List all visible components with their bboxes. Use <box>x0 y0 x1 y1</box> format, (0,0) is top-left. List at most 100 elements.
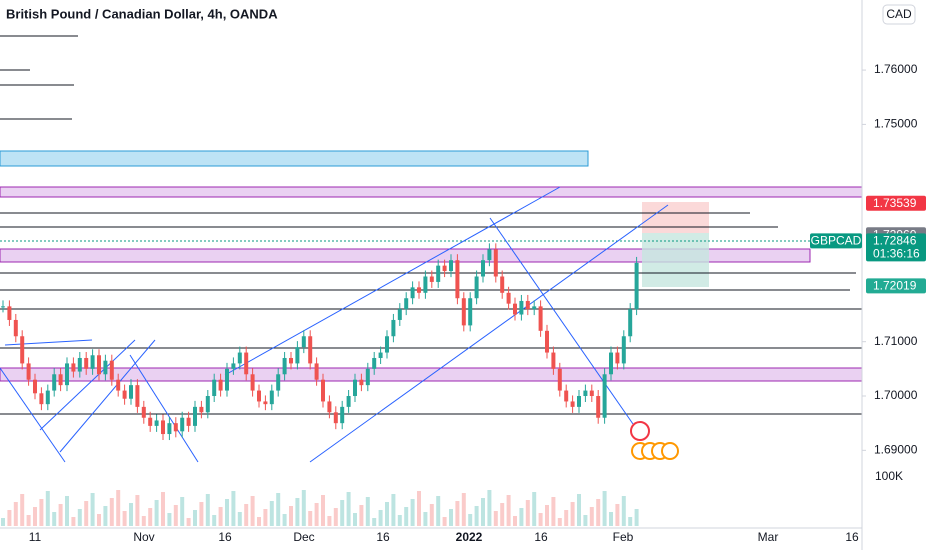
price-label: 1.72846 <box>873 234 917 248</box>
y-tick-label: 1.69000 <box>874 443 918 457</box>
volume-bar <box>71 517 76 526</box>
candle <box>410 287 415 299</box>
candle <box>161 420 165 435</box>
volume-bar <box>602 491 607 526</box>
volume-bar <box>468 514 473 526</box>
events <box>630 421 679 460</box>
volume-bar <box>615 504 620 526</box>
volume-bar <box>442 517 447 526</box>
candle <box>321 379 325 402</box>
candle <box>532 306 537 310</box>
volume-bar <box>506 495 511 526</box>
candle <box>237 352 242 364</box>
candle <box>602 374 607 418</box>
volume-bar <box>449 509 453 526</box>
candle <box>26 363 31 380</box>
candle <box>589 390 594 397</box>
volume-bar <box>545 505 549 526</box>
candle <box>116 379 121 391</box>
candle <box>340 406 345 424</box>
candle <box>263 401 268 405</box>
candle <box>397 309 402 320</box>
candle <box>564 390 569 402</box>
volume-bar <box>77 509 82 526</box>
volume-bar <box>429 504 434 526</box>
price-label-box <box>866 233 926 262</box>
candle <box>551 352 556 369</box>
volume-bar <box>493 511 498 526</box>
symbol-box <box>810 233 862 249</box>
candle <box>276 374 281 391</box>
volume-bar <box>455 501 460 526</box>
candle <box>20 336 25 364</box>
volume-bar <box>551 497 556 526</box>
volume-bar <box>333 508 338 526</box>
candle <box>250 374 255 391</box>
volume-bar <box>596 499 601 526</box>
candle <box>634 262 639 310</box>
candle <box>583 390 588 397</box>
volume-bar <box>218 507 223 526</box>
volume-bar <box>39 499 44 526</box>
x-tick-label: 11 <box>29 530 42 544</box>
volume-bar <box>1 518 5 526</box>
x-tick-label: 16 <box>218 530 232 544</box>
candle <box>205 396 210 413</box>
volume-bar <box>301 490 306 526</box>
candle <box>519 300 524 315</box>
candle <box>282 357 287 375</box>
zone <box>0 248 811 263</box>
volume-bar <box>417 491 421 526</box>
candle <box>417 287 421 293</box>
y-tick-label: 1.71000 <box>874 334 918 348</box>
currency[interactable]: CAD <box>886 7 912 21</box>
volume-bar <box>7 510 12 526</box>
volume-bar <box>276 493 281 526</box>
candle <box>468 298 473 326</box>
candle <box>461 298 466 326</box>
candle <box>346 396 351 407</box>
countdown: 01:36:16 <box>873 247 920 261</box>
candle <box>244 352 249 375</box>
volume-bar <box>52 512 57 526</box>
candle <box>52 374 57 391</box>
candle <box>557 368 562 391</box>
volume-bar <box>33 507 37 526</box>
volume-bar <box>269 501 274 526</box>
candle <box>513 303 517 315</box>
candle <box>609 352 613 375</box>
currency-button[interactable] <box>882 4 916 25</box>
volume-bar <box>231 491 236 526</box>
candle <box>97 355 101 375</box>
volume-bar <box>58 504 63 526</box>
volume-bar <box>237 512 242 526</box>
candle <box>173 423 178 432</box>
volume-bar <box>173 505 178 526</box>
y-tick-label: 1.75000 <box>874 117 918 131</box>
candle <box>436 265 441 282</box>
volume-bar <box>410 499 415 526</box>
volume-bar <box>244 504 249 526</box>
volume-bar <box>45 491 50 526</box>
y-tick-label: 1.76000 <box>874 62 918 76</box>
price-label-box <box>866 278 926 294</box>
candle <box>301 336 306 348</box>
volume-bar <box>321 495 325 526</box>
candle <box>58 374 63 386</box>
price-label-box <box>866 195 926 211</box>
candle <box>596 396 601 418</box>
volume-bar <box>129 503 133 526</box>
candle <box>7 306 12 320</box>
candle <box>404 298 409 310</box>
candle <box>525 300 530 310</box>
volume-bar <box>20 494 25 526</box>
volume-bar <box>161 492 165 526</box>
candle <box>621 336 626 364</box>
x-tick-label: 2022 <box>456 530 483 544</box>
candle <box>231 363 236 369</box>
candle <box>84 357 89 369</box>
candle <box>365 368 370 386</box>
volume-bar <box>263 509 268 526</box>
volume-bar <box>359 505 364 526</box>
